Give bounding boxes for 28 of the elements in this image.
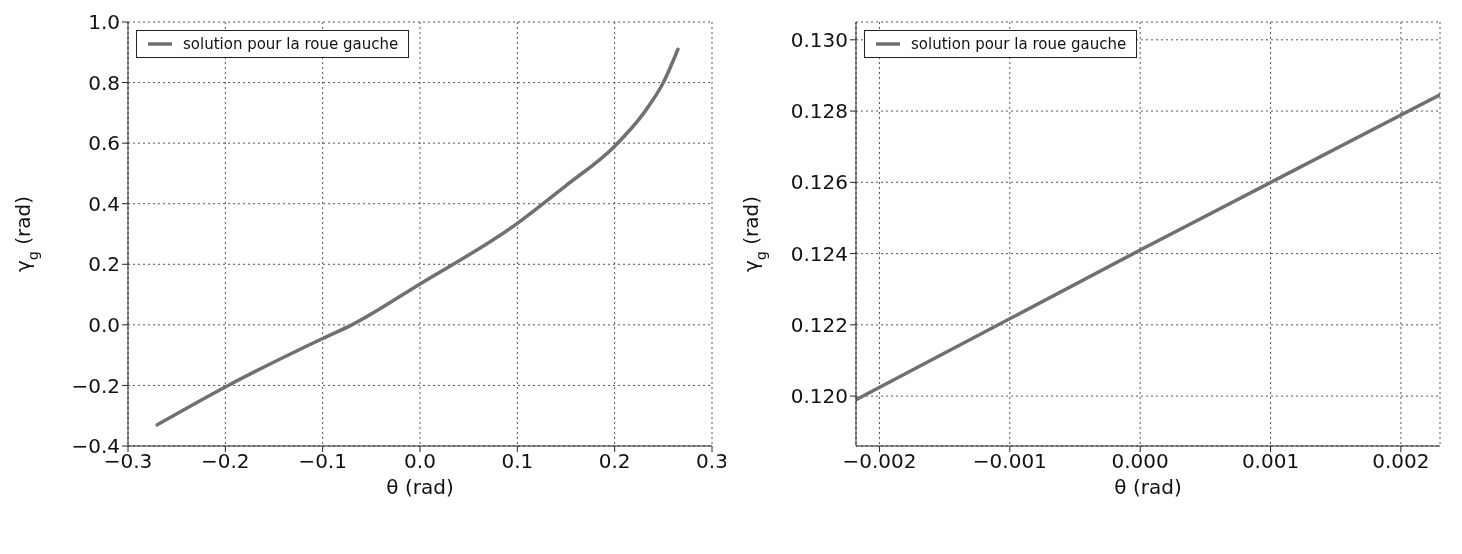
- x-axis-title: θ (rad): [386, 475, 454, 499]
- x-tick-label: −0.002: [842, 449, 917, 474]
- y-tick-label: 0.124: [790, 241, 848, 266]
- legend-label: solution pour la roue gauche: [911, 35, 1127, 53]
- legend-label: solution pour la roue gauche: [183, 35, 399, 53]
- x-tick-label: 0.000: [1111, 449, 1169, 474]
- y-tick-label: 1.0: [88, 10, 120, 35]
- y-tick-label: 0.4: [88, 191, 120, 216]
- x-tick-label: −0.001: [972, 449, 1047, 474]
- y-tick-label: 0.122: [790, 312, 848, 337]
- x-tick-label: −0.2: [201, 449, 250, 474]
- x-tick-label: 0.002: [1372, 449, 1430, 474]
- y-tick-label: 0.128: [790, 99, 848, 124]
- y-tick-label: 0.0: [88, 312, 120, 337]
- y-tick-label: 0.8: [88, 70, 120, 95]
- x-tick-label: 0.3: [696, 449, 728, 474]
- y-tick-label: 0.126: [790, 170, 848, 195]
- x-tick-label: −0.1: [298, 449, 347, 474]
- y-tick-label: 0.130: [790, 27, 848, 52]
- x-tick-label: 0.0: [404, 449, 436, 474]
- y-tick-label: −0.2: [71, 373, 120, 398]
- x-axis-title: θ (rad): [1114, 475, 1182, 499]
- x-tick-label: 0.2: [598, 449, 631, 474]
- x-tick-label: 0.1: [501, 449, 534, 474]
- y-tick-label: 0.6: [88, 131, 120, 156]
- y-tick-label: 0.120: [790, 384, 848, 409]
- x-tick-label: 0.001: [1241, 449, 1300, 474]
- y-tick-label: 0.2: [88, 252, 120, 277]
